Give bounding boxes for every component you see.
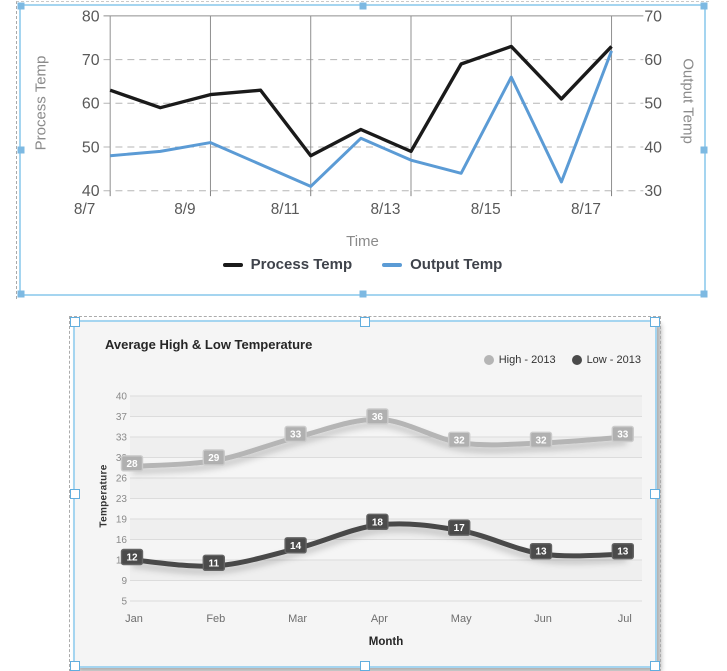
svg-text:8/17: 8/17 bbox=[571, 201, 601, 218]
axis-tick-labels: 40373330262319161295JanFebMarAprMayJunJu… bbox=[116, 392, 632, 626]
svg-text:11: 11 bbox=[209, 558, 220, 569]
resize-handle-top-left[interactable] bbox=[17, 2, 25, 10]
svg-text:32: 32 bbox=[454, 435, 466, 446]
svg-text:12: 12 bbox=[126, 553, 138, 564]
svg-text:5: 5 bbox=[121, 597, 127, 608]
resize-handle-top-center[interactable] bbox=[359, 2, 366, 10]
svg-text:33: 33 bbox=[290, 430, 302, 441]
resize-handle-mid-right[interactable] bbox=[650, 489, 660, 499]
svg-text:Jun: Jun bbox=[534, 613, 552, 625]
svg-text:23: 23 bbox=[116, 494, 128, 505]
svg-text:33: 33 bbox=[116, 433, 128, 444]
svg-text:80: 80 bbox=[82, 8, 100, 25]
svg-text:30: 30 bbox=[644, 183, 662, 200]
avg-high-low-temperature-chart-widget[interactable]: 40373330262319161295JanFebMarAprMayJunJu… bbox=[69, 316, 661, 671]
svg-text:50: 50 bbox=[82, 139, 100, 156]
resize-handle-mid-left[interactable] bbox=[70, 489, 80, 499]
series-line-output-temp[interactable] bbox=[110, 50, 613, 188]
legend-label: Output Temp bbox=[410, 256, 503, 273]
svg-text:Apr: Apr bbox=[371, 613, 388, 625]
svg-text:37: 37 bbox=[116, 412, 128, 423]
svg-text:Mar: Mar bbox=[288, 613, 307, 625]
resize-handle-top-right[interactable] bbox=[650, 317, 660, 327]
axis-tick-labels: 80 70 60 50 40 70 60 50 40 30 8/7 8/9 8/11 8/13 8/15 8/… bbox=[74, 8, 662, 218]
right-axis-title: Output Temp bbox=[679, 58, 697, 144]
resize-handle-bottom-left[interactable] bbox=[17, 290, 25, 298]
svg-text:8/9: 8/9 bbox=[174, 201, 195, 218]
resize-handle-mid-left[interactable] bbox=[17, 146, 25, 154]
svg-text:28: 28 bbox=[126, 459, 138, 470]
resize-handle-mid-right[interactable] bbox=[700, 146, 708, 154]
svg-text:36: 36 bbox=[372, 412, 384, 423]
svg-text:Jul: Jul bbox=[618, 613, 632, 625]
legend-label: Process Temp bbox=[250, 256, 353, 273]
legend-label: High - 2013 bbox=[498, 354, 556, 366]
process-output-temp-chart-widget[interactable]: 80 70 60 50 40 70 60 50 40 30 8/7 8/9 8/11 8/13 8/15 8/… bbox=[16, 1, 709, 299]
output-temp-swatch bbox=[382, 262, 403, 267]
resize-handle-bottom-center[interactable] bbox=[359, 290, 366, 298]
resize-handle-top-center[interactable] bbox=[360, 317, 370, 327]
svg-text:13: 13 bbox=[617, 547, 629, 558]
resize-handle-bottom-right[interactable] bbox=[700, 290, 708, 298]
resize-handle-bottom-left[interactable] bbox=[70, 661, 80, 671]
process-temp-swatch bbox=[222, 262, 243, 267]
svg-text:Jan: Jan bbox=[125, 613, 143, 625]
svg-text:60: 60 bbox=[644, 52, 662, 69]
svg-text:13: 13 bbox=[535, 547, 547, 558]
gridlines bbox=[103, 15, 644, 197]
resize-handle-bottom-right[interactable] bbox=[650, 661, 660, 671]
legend-item-low-2013[interactable]: Low - 2013 bbox=[571, 354, 641, 366]
resize-handle-top-right[interactable] bbox=[700, 2, 708, 10]
svg-text:26: 26 bbox=[116, 474, 128, 485]
chart2-legend: High - 2013 Low - 2013 bbox=[483, 354, 641, 366]
resize-handle-bottom-center[interactable] bbox=[360, 661, 370, 671]
process-output-temp-chart-svg: 80 70 60 50 40 70 60 50 40 30 8/7 8/9 8/11 8/13 8/15 8/… bbox=[74, 8, 662, 218]
series-line-process-temp[interactable] bbox=[109, 44, 613, 158]
avg-high-low-temperature-chart-svg: 40373330262319161295JanFebMarAprMayJunJu… bbox=[116, 392, 642, 626]
left-axis-title: Process Temp bbox=[32, 55, 50, 151]
data-labels-high---2013: 28 29 33 36 32 32 33 bbox=[120, 408, 634, 472]
data-labels-low---2013: 12 11 14 18 17 13 13 bbox=[120, 513, 634, 572]
high-2013-marker bbox=[483, 355, 494, 365]
legend-label: Low - 2013 bbox=[586, 354, 641, 366]
svg-text:32: 32 bbox=[535, 435, 547, 446]
svg-text:40: 40 bbox=[82, 183, 100, 200]
svg-text:70: 70 bbox=[644, 8, 662, 25]
svg-text:9: 9 bbox=[121, 576, 127, 587]
svg-text:70: 70 bbox=[82, 52, 100, 69]
svg-text:17: 17 bbox=[454, 523, 466, 534]
resize-handle-top-left[interactable] bbox=[70, 317, 80, 327]
svg-text:50: 50 bbox=[644, 96, 662, 113]
svg-text:8/11: 8/11 bbox=[271, 201, 300, 218]
svg-text:33: 33 bbox=[617, 430, 629, 441]
legend-item-process-temp[interactable]: Process Temp bbox=[222, 256, 353, 273]
svg-text:8/13: 8/13 bbox=[370, 201, 400, 218]
svg-text:8/15: 8/15 bbox=[471, 201, 501, 218]
legend-item-output-temp[interactable]: Output Temp bbox=[382, 256, 502, 273]
y-axis-title: Temperature bbox=[98, 464, 110, 528]
svg-text:19: 19 bbox=[116, 515, 128, 526]
chart2-title: Average High & Low Temperature bbox=[105, 337, 313, 352]
svg-text:29: 29 bbox=[208, 453, 220, 464]
low-2013-marker bbox=[571, 355, 582, 365]
svg-text:40: 40 bbox=[116, 392, 128, 403]
svg-text:60: 60 bbox=[82, 96, 100, 113]
svg-text:Feb: Feb bbox=[206, 613, 225, 625]
svg-text:8/7: 8/7 bbox=[74, 201, 95, 218]
svg-text:40: 40 bbox=[644, 139, 662, 156]
svg-text:18: 18 bbox=[372, 517, 384, 528]
legend-item-high-2013[interactable]: High - 2013 bbox=[483, 354, 556, 366]
svg-text:May: May bbox=[451, 613, 472, 625]
x-axis-title: Month bbox=[368, 636, 404, 648]
svg-text:16: 16 bbox=[116, 535, 128, 546]
x-axis-title: Time bbox=[346, 233, 379, 250]
chart1-legend: Process Temp Output Temp bbox=[21, 256, 704, 273]
svg-text:14: 14 bbox=[290, 541, 302, 552]
